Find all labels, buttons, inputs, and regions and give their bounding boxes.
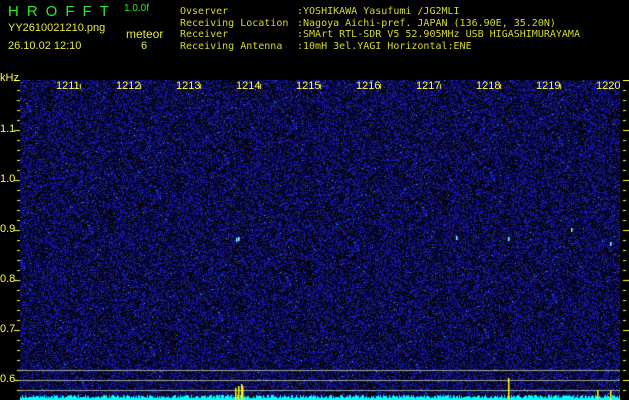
info-row: Ovserver:YOSHIKAWA Yasufumi /JG2MLI bbox=[180, 6, 460, 17]
info-row: Receiving Antenna:10mH 3el.YAGI Horizont… bbox=[180, 40, 472, 52]
frequency-axis-ticks bbox=[0, 80, 629, 400]
app-title: HROFFT bbox=[8, 3, 117, 20]
info-row: Receiving Location:Nagoya Aichi-pref. JA… bbox=[180, 17, 556, 29]
version: 1.0.0f bbox=[124, 3, 150, 14]
station-info: Ovserver:YOSHIKAWA Yasufumi /JG2MLI Rece… bbox=[180, 6, 580, 52]
info-row: Receiver:SMArt RTL-SDR V5 52.905MHz USB … bbox=[180, 29, 580, 40]
filename: YY2610021210.png bbox=[8, 22, 106, 34]
datetime: 26.10.02 12:10 bbox=[8, 40, 82, 52]
meteor-count: 6 bbox=[141, 40, 148, 52]
mode-label: meteor bbox=[126, 27, 164, 41]
